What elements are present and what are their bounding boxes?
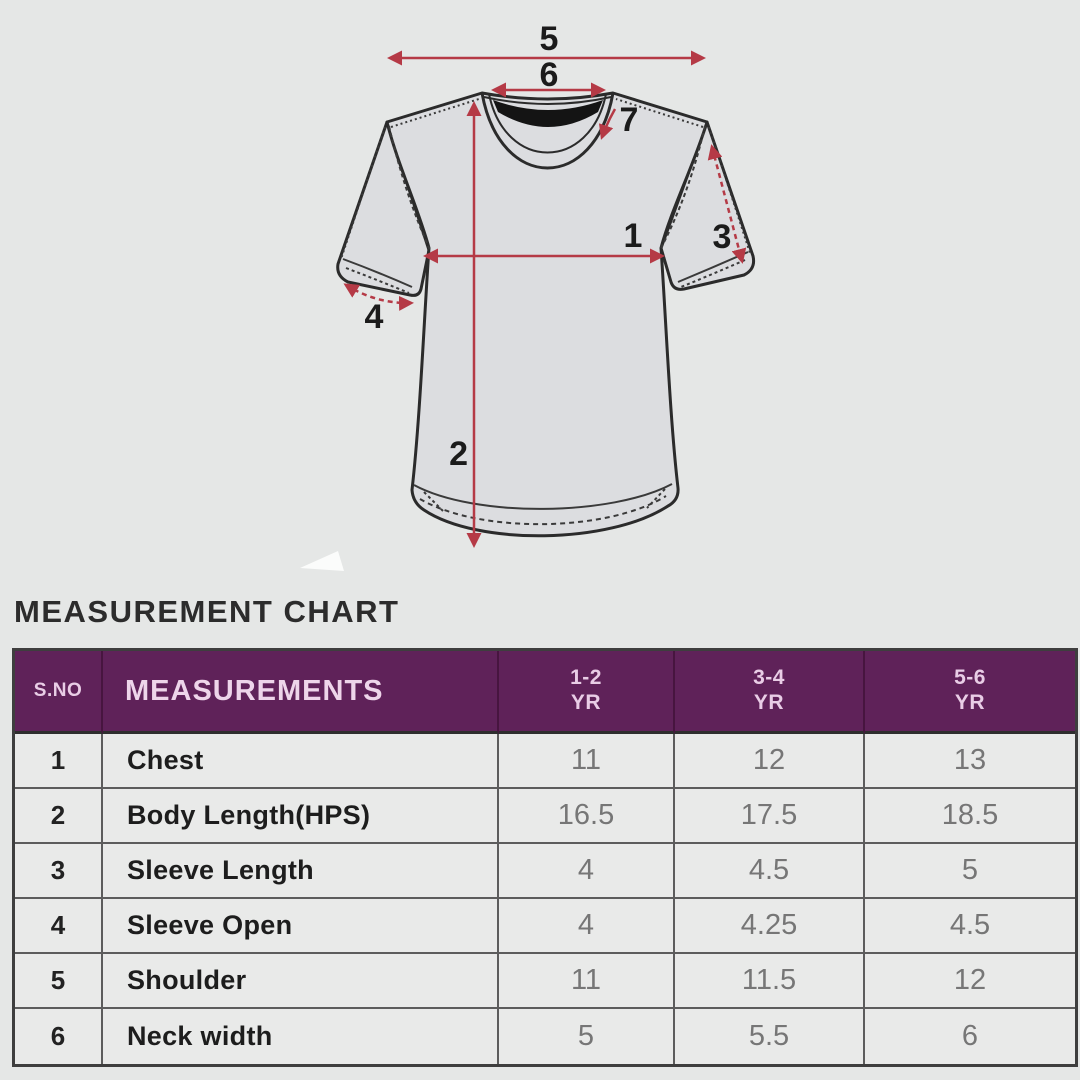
- row-neck-width-value-5-6yr: 6: [961, 1020, 979, 1052]
- header-3-4yr: 3-4 YR: [675, 651, 865, 734]
- row-shoulder-value-1-2yr: 11: [499, 954, 675, 1009]
- row-shoulder-value-3-4yr: 11.5: [675, 954, 865, 1009]
- row-neck-width-value-3-4yr: 5.5: [675, 1009, 865, 1064]
- row-chest-sno: 1: [15, 734, 103, 789]
- row-body-length-value-3-4yr: 17.5: [675, 789, 865, 844]
- row-sleeve-open-value-1-2yr: 4: [499, 899, 675, 954]
- row-body-length-value-1-2yr: 16.5: [499, 789, 675, 844]
- neck-width-label-number: 6: [540, 56, 559, 94]
- shoulder-label-number: 5: [540, 20, 559, 58]
- row-chest-name: Chest: [103, 734, 499, 789]
- sleeve-length-label-number: 3: [713, 218, 732, 256]
- row-sleeve-open-value-5-6yr: 4.5: [865, 899, 1075, 954]
- header-5-6yr-range: 5-6: [954, 666, 986, 690]
- row-body-length-sno: 2: [15, 789, 103, 844]
- row-chest-value-1-2yr: 11: [499, 734, 675, 789]
- collar-label-number: 7: [620, 101, 639, 139]
- header-1-2yr-unit: YR: [570, 691, 602, 714]
- collar-front-inner-line: [488, 93, 607, 154]
- row-chest-value-5-6yr: 13: [865, 734, 1075, 789]
- measurement-table: S.NO MEASUREMENTS 1-2 YR 3-4 YR 5-6 YR 1…: [12, 648, 1078, 1067]
- header-3-4yr-unit: YR: [753, 691, 785, 714]
- row-sleeve-length-value-3-4yr: 4.5: [675, 844, 865, 899]
- sleeve-open-label-number: 4: [365, 298, 384, 336]
- header-5-6yr: 5-6 YR: [865, 651, 1075, 734]
- header-measurements: MEASUREMENTS: [103, 651, 499, 734]
- header-1-2yr: 1-2 YR: [499, 651, 675, 734]
- chest-label-number: 1: [624, 217, 643, 255]
- dimension-arrows: [343, 50, 747, 548]
- sleeve-length-arrow: [707, 144, 747, 264]
- row-shoulder-value-5-6yr: 12: [865, 954, 1075, 1009]
- collar-back-band-line: [483, 96, 612, 105]
- row-sleeve-length-sno: 3: [15, 844, 103, 899]
- row-sleeve-open-value-3-4yr: 4.25: [675, 899, 865, 954]
- page-title: MEASUREMENT CHART: [14, 594, 400, 629]
- row-body-length-value-5-6yr: 18.5: [865, 789, 1075, 844]
- shirt-body: [385, 91, 709, 538]
- row-neck-width-name: Neck width: [103, 1009, 499, 1064]
- row-sleeve-length-value-1-2yr: 4: [499, 844, 675, 899]
- row-sleeve-length-value-5-6yr: 5: [865, 844, 1075, 899]
- collar-arrow: [598, 108, 617, 140]
- header-3-4yr-range: 3-4: [753, 666, 785, 690]
- header-sno: S.NO: [15, 651, 103, 734]
- header-5-6yr-unit: YR: [954, 691, 986, 714]
- row-shoulder-sno: 5: [15, 954, 103, 1009]
- row-sleeve-length-name: Sleeve Length: [103, 844, 499, 899]
- row-neck-width-sno: 6: [15, 1009, 103, 1064]
- row-shoulder-name: Shoulder: [103, 954, 499, 1009]
- header-1-2yr-range: 1-2: [570, 666, 602, 690]
- row-chest-value-3-4yr: 12: [675, 734, 865, 789]
- row-neck-width-value-1-2yr: 5: [499, 1009, 675, 1064]
- row-sleeve-open-sno: 4: [15, 899, 103, 954]
- white-wedge: [300, 551, 344, 571]
- collar-band: [493, 100, 603, 127]
- body-length-label-number: 2: [449, 435, 468, 473]
- tshirt-measurement-diagram: 5 6 7 1 3 4 2: [300, 20, 756, 571]
- row-sleeve-open-name: Sleeve Open: [103, 899, 499, 954]
- row-body-length-name: Body Length(HPS): [103, 789, 499, 844]
